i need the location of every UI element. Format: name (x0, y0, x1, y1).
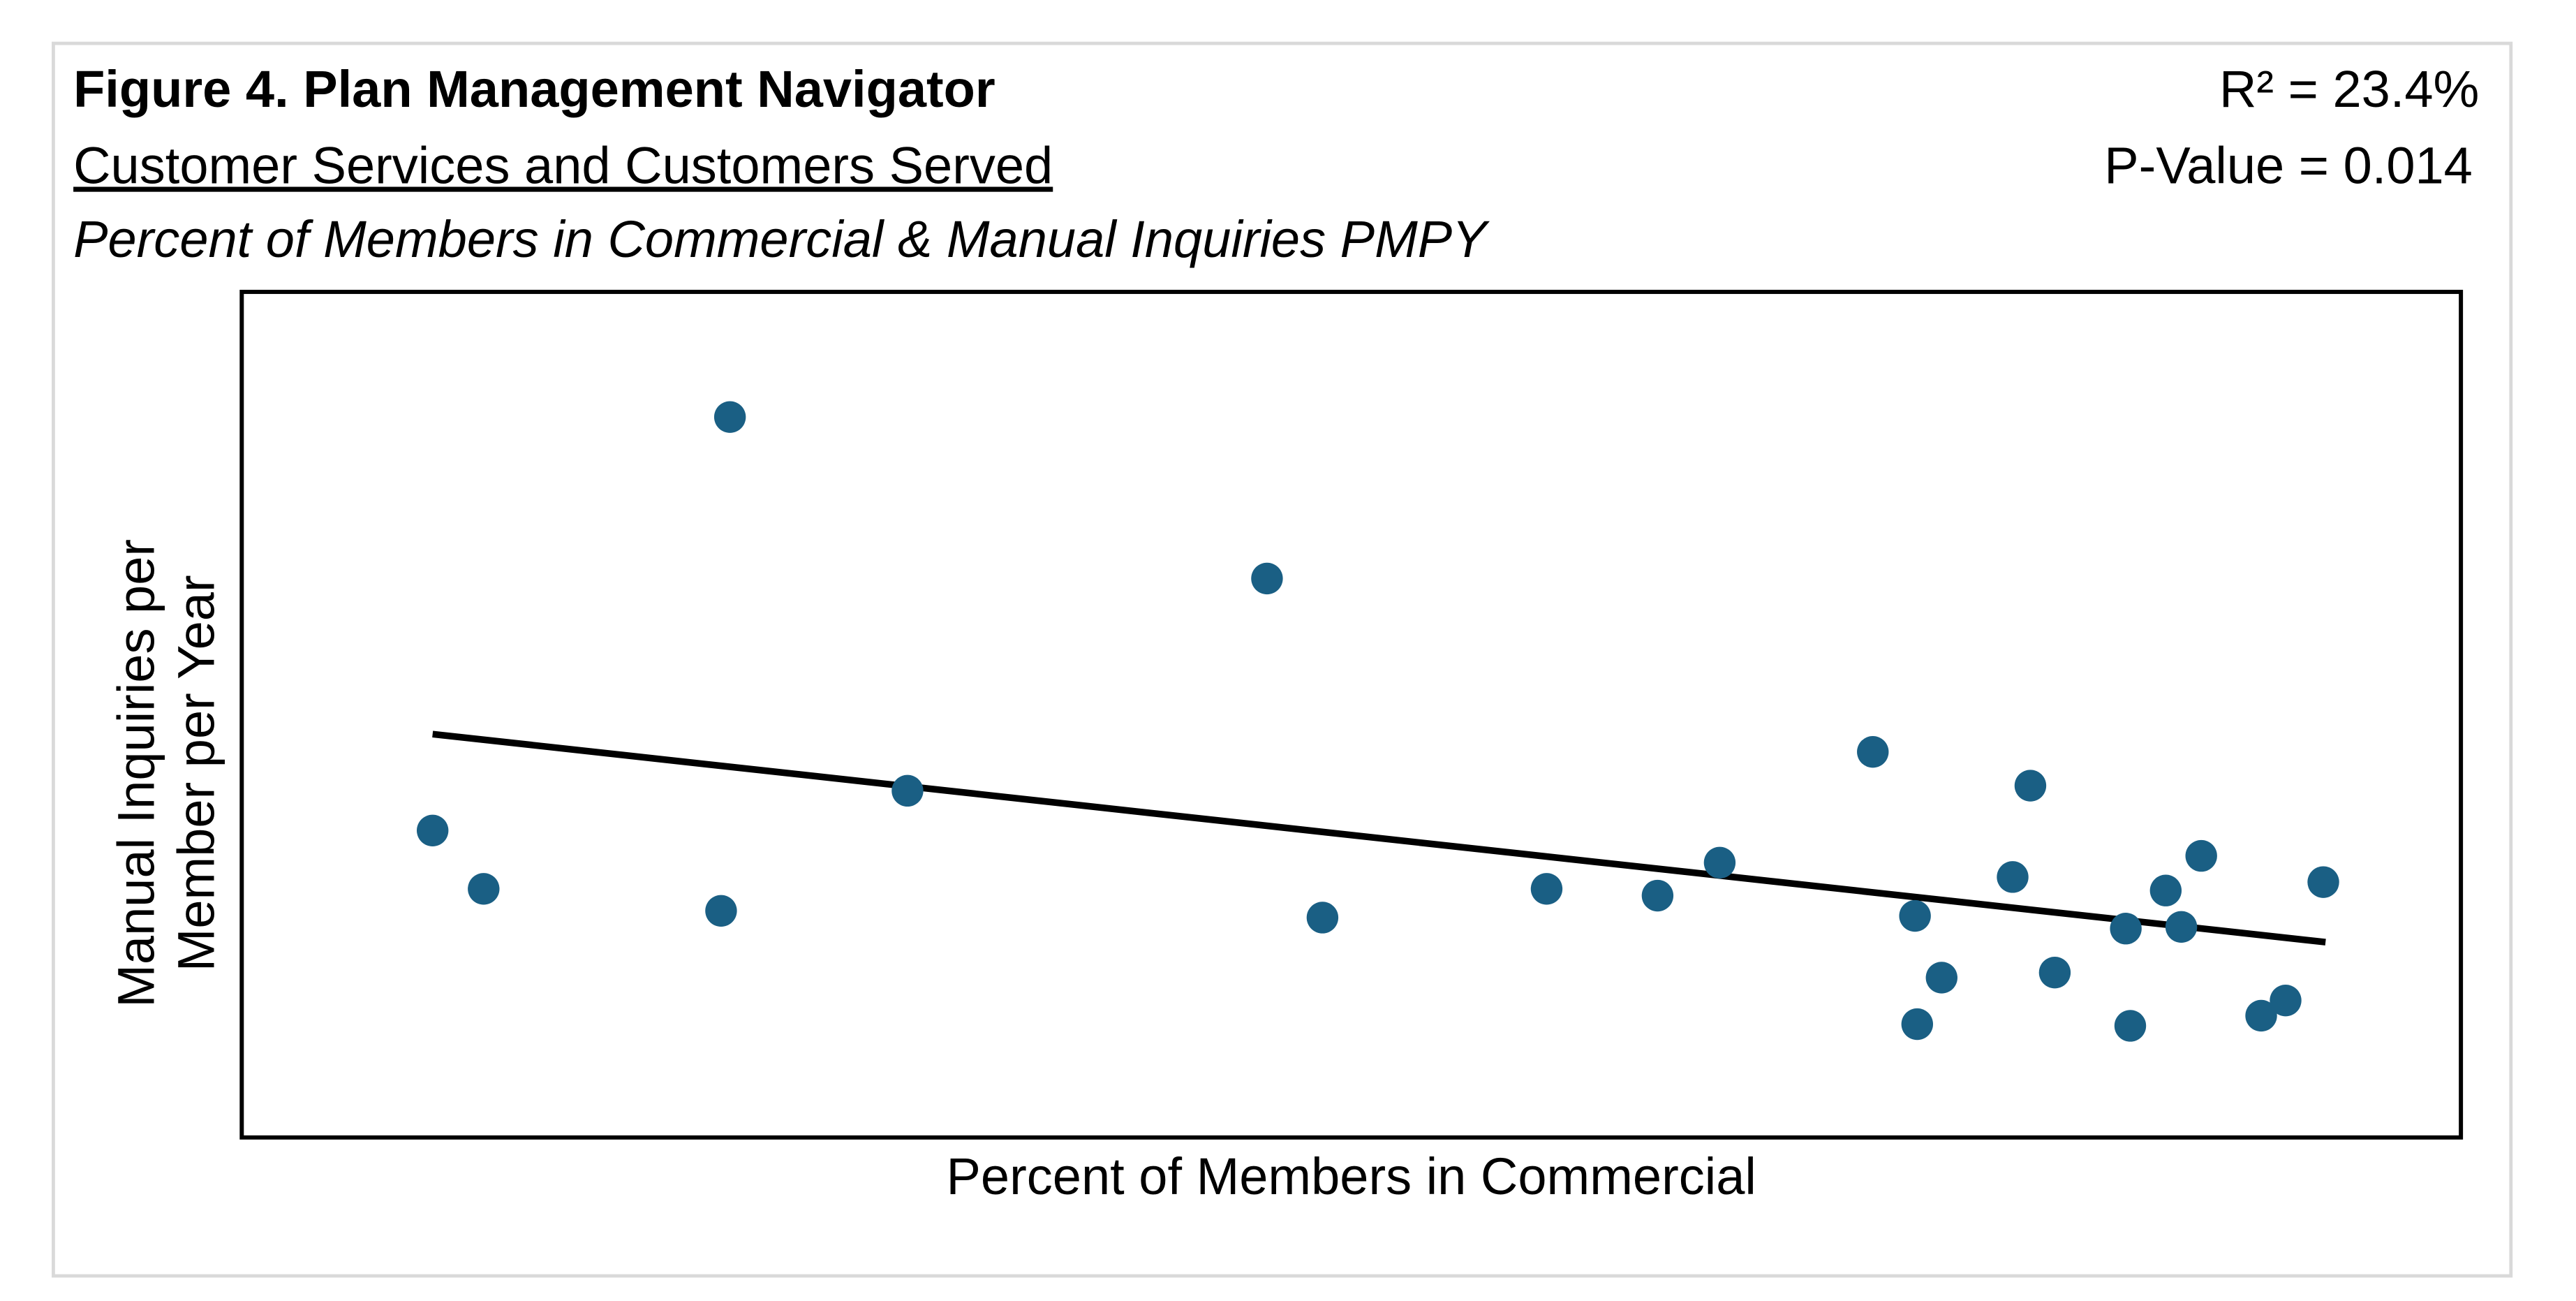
data-point (705, 895, 737, 927)
data-point (2038, 957, 2071, 989)
data-point (2307, 866, 2339, 898)
r-squared-label: R² = 23.4% (2219, 59, 2480, 119)
data-point (2270, 984, 2302, 1017)
data-point (1899, 899, 1931, 932)
y-axis-label: Manual Inquiries per Member per Year (107, 538, 225, 1008)
x-axis-label: Percent of Members in Commercial (946, 1147, 1756, 1206)
data-point (891, 774, 924, 807)
data-point (1997, 861, 2029, 893)
chart-title: Figure 4. Plan Management Navigator (73, 59, 995, 119)
figure-frame (52, 41, 2513, 1278)
data-point (1857, 735, 1889, 768)
plot-area-border (239, 289, 2464, 1140)
data-point (2165, 911, 2198, 943)
data-point (2245, 999, 2277, 1032)
data-point (2185, 839, 2217, 872)
data-point (2110, 913, 2142, 945)
data-point (1251, 562, 1283, 595)
p-value-label: P-Value = 0.014 (2104, 136, 2473, 196)
data-point (416, 814, 449, 846)
data-point (1641, 879, 1674, 912)
trend-line (432, 730, 2326, 946)
data-point (2114, 1010, 2147, 1042)
data-point (2014, 770, 2047, 802)
data-point (1925, 962, 1957, 994)
data-point (1530, 873, 1563, 905)
data-point (2149, 874, 2182, 906)
data-point (1901, 1008, 1934, 1041)
chart-subtitle: Customer Services and Customers Served (73, 136, 1053, 196)
data-point (468, 873, 500, 905)
data-point (1703, 846, 1736, 879)
data-point (1306, 902, 1339, 934)
chart-description: Percent of Members in Commercial & Manua… (73, 210, 1487, 269)
data-point (713, 401, 746, 433)
